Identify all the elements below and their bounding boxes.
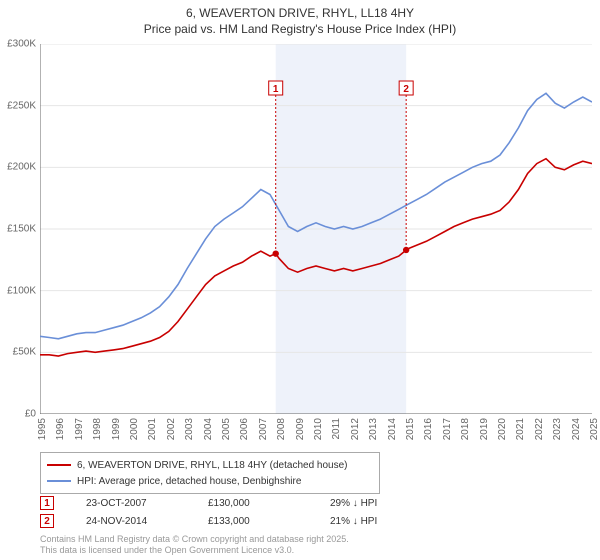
xtick-label: 2014 bbox=[387, 418, 398, 440]
sale-row-delta: 29% ↓ HPI bbox=[330, 498, 420, 509]
sale-row-marker: 1 bbox=[40, 496, 54, 510]
xtick-label: 2004 bbox=[203, 418, 214, 440]
xtick-label: 2011 bbox=[331, 418, 342, 440]
xtick-label: 1998 bbox=[92, 418, 103, 440]
ytick-label: £100K bbox=[0, 285, 36, 296]
sale-row-date: 24-NOV-2014 bbox=[86, 516, 176, 527]
xtick-label: 2022 bbox=[534, 418, 545, 440]
sale-row-price: £130,000 bbox=[208, 498, 298, 509]
sale-row-marker: 2 bbox=[40, 514, 54, 528]
xtick-label: 2009 bbox=[295, 418, 306, 440]
xtick-label: 2001 bbox=[147, 418, 158, 440]
xtick-label: 2017 bbox=[442, 418, 453, 440]
legend-label: 6, WEAVERTON DRIVE, RHYL, LL18 4HY (deta… bbox=[77, 460, 348, 471]
xtick-label: 2007 bbox=[258, 418, 269, 440]
ytick-label: £200K bbox=[0, 162, 36, 173]
sale-marker-num-2: 2 bbox=[403, 84, 409, 95]
xtick-label: 2025 bbox=[589, 418, 600, 440]
xtick-label: 2018 bbox=[460, 418, 471, 440]
chart-container: 6, WEAVERTON DRIVE, RHYL, LL18 4HY Price… bbox=[0, 0, 600, 560]
xtick-label: 2000 bbox=[129, 418, 140, 440]
chart-svg: 12 bbox=[40, 44, 592, 414]
ytick-label: £300K bbox=[0, 39, 36, 50]
xtick-label: 2010 bbox=[313, 418, 324, 440]
sale-row-delta: 21% ↓ HPI bbox=[330, 516, 420, 527]
legend-row: 6, WEAVERTON DRIVE, RHYL, LL18 4HY (deta… bbox=[47, 457, 373, 473]
sale-point-1 bbox=[273, 250, 279, 256]
legend: 6, WEAVERTON DRIVE, RHYL, LL18 4HY (deta… bbox=[40, 452, 380, 494]
xtick-label: 2005 bbox=[221, 418, 232, 440]
title-subtitle: Price paid vs. HM Land Registry's House … bbox=[0, 22, 600, 36]
sale-point-2 bbox=[403, 247, 409, 253]
sale-row-price: £133,000 bbox=[208, 516, 298, 527]
xtick-label: 2006 bbox=[239, 418, 250, 440]
xtick-label: 2021 bbox=[515, 418, 526, 440]
ytick-label: £150K bbox=[0, 224, 36, 235]
xtick-label: 2016 bbox=[423, 418, 434, 440]
sale-row: 1 23-OCT-2007 £130,000 29% ↓ HPI bbox=[40, 496, 420, 510]
xtick-label: 2015 bbox=[405, 418, 416, 440]
attribution-line2: This data is licensed under the Open Gov… bbox=[40, 545, 349, 556]
title-block: 6, WEAVERTON DRIVE, RHYL, LL18 4HY Price… bbox=[0, 0, 600, 38]
xtick-label: 1999 bbox=[111, 418, 122, 440]
legend-swatch bbox=[47, 480, 71, 482]
attribution-line1: Contains HM Land Registry data © Crown c… bbox=[40, 534, 349, 545]
ytick-label: £250K bbox=[0, 100, 36, 111]
legend-swatch bbox=[47, 464, 71, 466]
chart-area: 12 £0£50K£100K£150K£200K£250K£300K 19951… bbox=[40, 44, 592, 414]
xtick-label: 2023 bbox=[552, 418, 563, 440]
xtick-label: 2013 bbox=[368, 418, 379, 440]
legend-label: HPI: Average price, detached house, Denb… bbox=[77, 476, 301, 487]
xtick-label: 2020 bbox=[497, 418, 508, 440]
legend-row: HPI: Average price, detached house, Denb… bbox=[47, 473, 373, 489]
xtick-label: 2019 bbox=[479, 418, 490, 440]
xtick-label: 2008 bbox=[276, 418, 287, 440]
xtick-label: 2012 bbox=[350, 418, 361, 440]
ytick-label: £50K bbox=[0, 347, 36, 358]
attribution: Contains HM Land Registry data © Crown c… bbox=[40, 534, 349, 557]
sale-marker-num-1: 1 bbox=[273, 84, 279, 95]
xtick-label: 2024 bbox=[571, 418, 582, 440]
sale-row: 2 24-NOV-2014 £133,000 21% ↓ HPI bbox=[40, 514, 420, 528]
ytick-label: £0 bbox=[0, 409, 36, 420]
xtick-label: 2003 bbox=[184, 418, 195, 440]
xtick-label: 1997 bbox=[74, 418, 85, 440]
title-address: 6, WEAVERTON DRIVE, RHYL, LL18 4HY bbox=[0, 6, 600, 20]
xtick-label: 1995 bbox=[37, 418, 48, 440]
sale-row-date: 23-OCT-2007 bbox=[86, 498, 176, 509]
xtick-label: 2002 bbox=[166, 418, 177, 440]
xtick-label: 1996 bbox=[55, 418, 66, 440]
